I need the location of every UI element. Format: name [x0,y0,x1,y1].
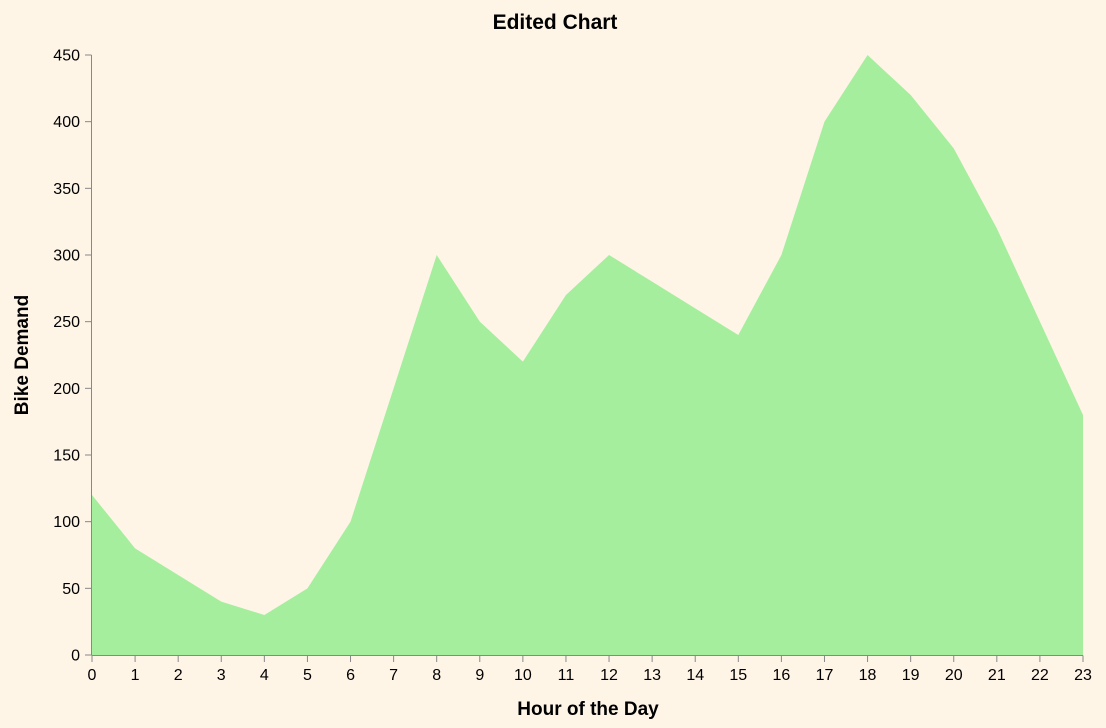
y-tick-label: 200 [53,381,80,398]
y-tick-label: 100 [53,514,80,531]
y-tick-label: 350 [53,181,80,198]
y-tick-label: 450 [53,48,80,65]
x-tick-label: 8 [432,667,441,684]
x-tick-label: 18 [859,667,877,684]
y-axis-title: Bike Demand [12,295,33,415]
y-tick-label: 150 [53,448,80,465]
x-tick-label: 12 [600,667,618,684]
x-tick-label: 20 [945,667,963,684]
x-tick-label: 3 [217,667,226,684]
x-tick-label: 2 [174,667,183,684]
x-tick-label: 7 [389,667,398,684]
x-tick-label: 1 [131,667,140,684]
y-axis: 0 50 100 150 200 250 300 350 400 450 [53,48,92,665]
x-tick-label: 17 [816,667,834,684]
x-axis: 0 1 2 3 4 5 6 7 8 9 10 11 12 13 14 15 16 17 18 19 20 21 22 23 [88,655,1092,684]
y-tick-label: 50 [62,581,80,598]
x-tick-label: 0 [88,667,97,684]
x-tick-label: 9 [475,667,484,684]
plot-area [92,55,1083,655]
x-tick-label: 16 [772,667,790,684]
chart-title: Edited Chart [493,11,618,34]
y-tick-label: 250 [53,314,80,331]
x-tick-label: 5 [303,667,312,684]
x-tick-label: 21 [988,667,1006,684]
y-tick-label: 300 [53,248,80,265]
y-tick-label: 400 [53,114,80,131]
x-tick-label: 14 [686,667,704,684]
x-tick-label: 4 [260,667,269,684]
x-tick-label: 6 [346,667,355,684]
x-tick-label: 13 [643,667,661,684]
y-tick-label: 0 [71,648,80,665]
x-tick-label: 11 [558,667,575,684]
x-tick-label: 22 [1031,667,1049,684]
x-tick-label: 15 [729,667,747,684]
x-tick-label: 19 [902,667,920,684]
x-tick-label: 23 [1074,667,1092,684]
x-axis-title: Hour of the Day [517,699,659,720]
area-series [92,55,1083,655]
x-tick-label: 10 [514,667,532,684]
